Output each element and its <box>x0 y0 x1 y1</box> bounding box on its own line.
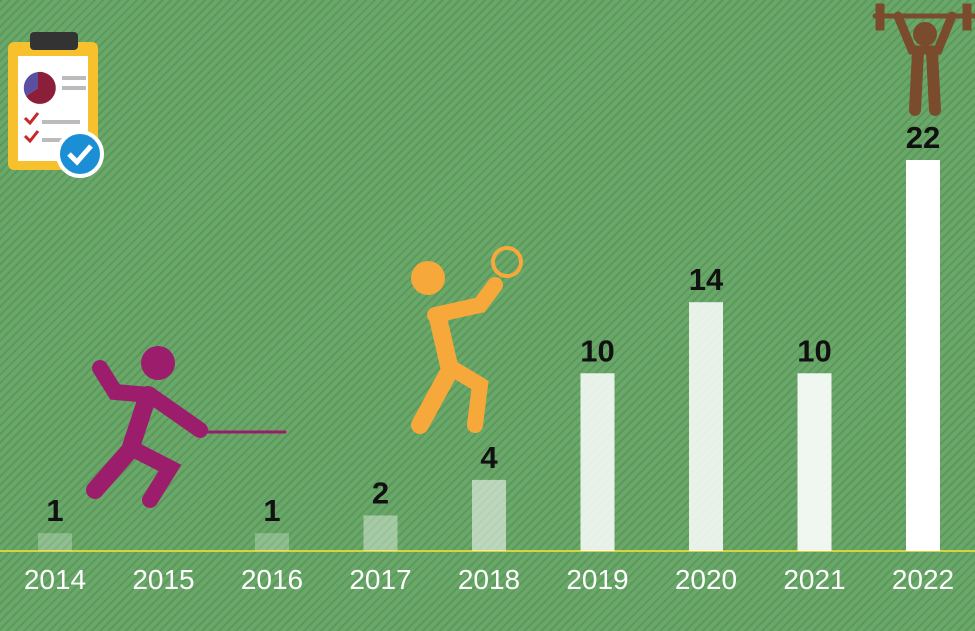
value-label: 22 <box>906 120 940 155</box>
x-tick-label: 2015 <box>132 564 194 595</box>
value-label: 10 <box>580 333 614 368</box>
value-label: 14 <box>689 262 724 297</box>
value-label: 1 <box>46 493 63 528</box>
volleyball-icon <box>411 246 523 434</box>
value-label: 10 <box>797 333 831 368</box>
bar <box>689 302 723 551</box>
x-tick-label: 2017 <box>349 564 411 595</box>
bar <box>255 533 289 551</box>
bar <box>580 373 615 551</box>
bar <box>38 533 72 551</box>
value-label: 4 <box>480 440 498 475</box>
x-tick-label: 2019 <box>566 564 628 595</box>
bar <box>797 373 832 551</box>
bar <box>363 515 398 551</box>
x-tick-label: 2018 <box>458 564 520 595</box>
x-tick-label: 2022 <box>892 564 954 595</box>
x-tick-label: 2021 <box>783 564 845 595</box>
value-label: 2 <box>372 475 389 510</box>
x-tick-label: 2016 <box>241 564 303 595</box>
weightlifter-icon <box>872 3 975 116</box>
clipboard-icon <box>8 32 104 178</box>
x-tick-label: 2020 <box>675 564 737 595</box>
value-label: 1 <box>263 493 280 528</box>
x-tick-label: 2014 <box>24 564 86 595</box>
bar <box>472 479 506 551</box>
fencer-icon <box>86 346 287 508</box>
bar <box>906 160 940 551</box>
